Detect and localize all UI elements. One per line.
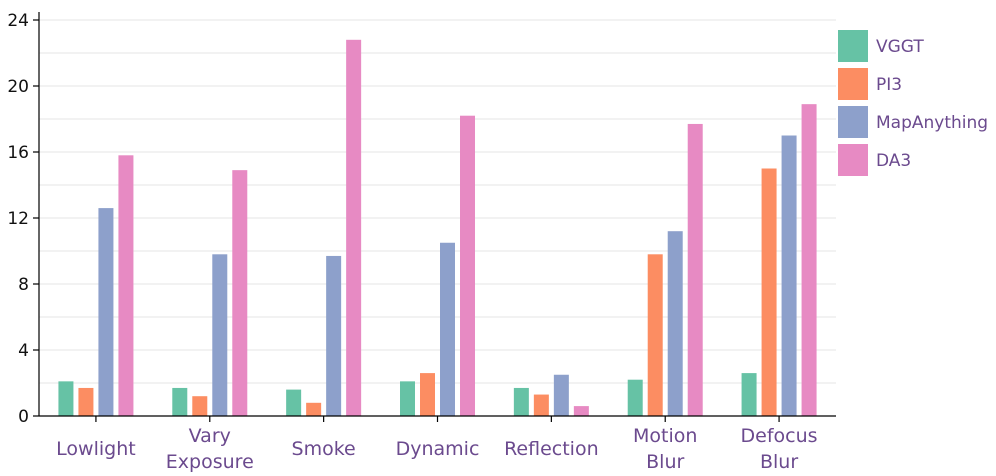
- bars: [58, 39, 817, 417]
- x-axis-ticks: Lowlight Vary Exposure Smoke Dynamic Reflecti…: [56, 416, 818, 473]
- bar-pi3-5: [647, 254, 663, 416]
- bar-mapanything-2: [326, 255, 342, 416]
- bar-da3-4: [573, 406, 589, 416]
- x-tick-label: Lowlight: [56, 438, 136, 460]
- bar-vggt-3: [400, 381, 415, 416]
- x-tick-label-line: Motion: [633, 425, 697, 447]
- x-tick-label: Smoke: [292, 438, 356, 460]
- bar-vggt-6: [741, 373, 757, 416]
- x-tick-label: Defocus Blur: [741, 425, 818, 473]
- y-tick-label: 24: [7, 11, 29, 31]
- bar-da3-3: [460, 115, 475, 416]
- legend-swatch-mapanything: [838, 106, 868, 138]
- legend-swatch-pi3: [838, 68, 868, 100]
- bar-pi3-3: [420, 373, 435, 416]
- bar-vggt-1: [172, 387, 188, 416]
- bar-vggt-0: [58, 381, 74, 416]
- y-tick-label: 8: [18, 275, 29, 295]
- x-tick-label-line: Defocus: [741, 425, 818, 447]
- legend-swatch-vggt: [838, 30, 868, 62]
- x-tick-label: Reflection: [504, 438, 599, 460]
- x-tick-label: Dynamic: [396, 438, 480, 460]
- y-tick-label: 4: [18, 341, 29, 361]
- x-tick-label-line: Exposure: [166, 451, 254, 473]
- axes: [38, 12, 836, 417]
- bar-da3-5: [687, 123, 703, 416]
- y-axis-ticks: 0 4 8 12 16 20 24: [7, 11, 39, 427]
- legend-label-vggt: VGGT: [876, 37, 924, 57]
- bar-mapanything-0: [98, 208, 114, 416]
- legend-label-pi3: PI3: [876, 75, 902, 95]
- x-tick-label: Motion Blur: [633, 425, 697, 473]
- grid-lines: [39, 19, 836, 384]
- bar-pi3-0: [78, 387, 94, 416]
- bar-vggt-2: [286, 389, 302, 416]
- bar-vggt-5: [627, 379, 643, 416]
- bar-mapanything-3: [440, 242, 455, 416]
- bar-vggt-4: [513, 387, 529, 416]
- x-tick-label: Vary Exposure: [166, 425, 254, 473]
- y-tick-label: 0: [18, 407, 29, 427]
- legend: VGGT PI3 MapAnything DA3: [838, 30, 988, 176]
- bar-pi3-4: [533, 394, 549, 416]
- x-tick-label-line: Smoke: [292, 438, 356, 460]
- bar-da3-6: [801, 104, 817, 417]
- bar-mapanything-6: [781, 135, 797, 416]
- legend-swatch-da3: [838, 144, 868, 176]
- bar-pi3-1: [192, 396, 208, 416]
- y-tick-label: 20: [7, 77, 29, 97]
- x-tick-label-line: Blur: [760, 451, 798, 473]
- bar-mapanything-5: [667, 231, 683, 416]
- bar-da3-2: [346, 39, 362, 417]
- x-tick-label-line: Dynamic: [396, 438, 480, 460]
- bar-mapanything-1: [212, 254, 228, 416]
- x-tick-label-line: Reflection: [504, 438, 599, 460]
- bar-pi3-6: [761, 168, 777, 416]
- bar-da3-1: [232, 170, 248, 416]
- legend-label-da3: DA3: [876, 151, 911, 171]
- y-tick-label: 12: [7, 209, 29, 229]
- bar-mapanything-4: [553, 374, 569, 416]
- x-tick-label-line: Vary: [189, 425, 231, 447]
- legend-label-mapanything: MapAnything: [876, 113, 988, 133]
- bar-da3-0: [118, 155, 134, 417]
- x-tick-label-line: Blur: [646, 451, 684, 473]
- bar-pi3-2: [306, 402, 322, 416]
- x-tick-label-line: Lowlight: [56, 438, 136, 460]
- y-tick-label: 16: [7, 143, 29, 163]
